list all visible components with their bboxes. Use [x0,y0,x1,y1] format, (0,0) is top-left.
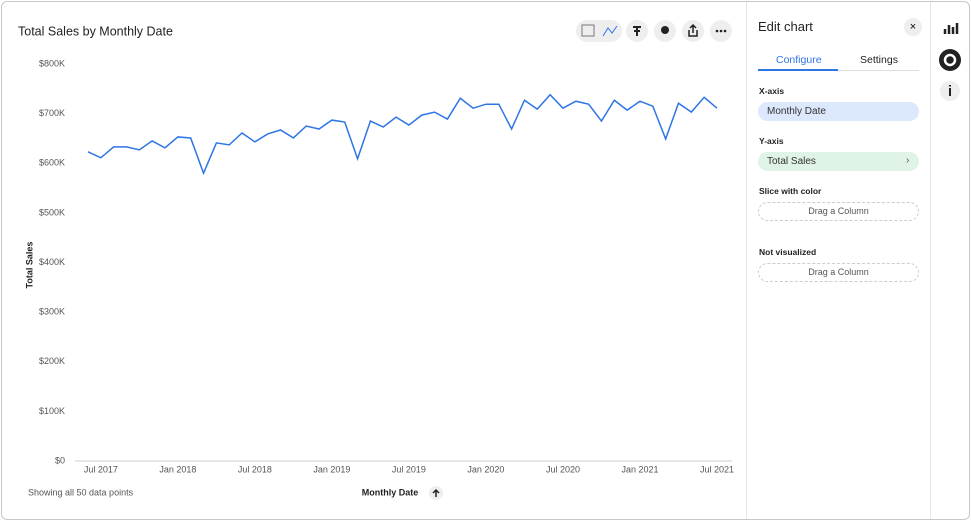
chart-icon[interactable] [602,25,618,37]
tab-rule [758,70,919,71]
bulb-icon [661,26,669,34]
chevron: › [906,155,910,166]
x-tick-label: Jul 2021 [700,464,734,474]
tab-indicator [758,69,838,71]
dot [715,29,719,33]
x-tick-label: Jul 2018 [238,464,272,474]
x-tick-label: Jan 2019 [313,464,350,474]
x-tick-label: Jul 2019 [392,464,426,474]
sort-icon [432,488,440,497]
section-label: Slice with color [759,186,822,196]
y-tick-label: $400K [39,257,65,267]
y-tick-label: $800K [39,58,65,68]
icon-rail [930,2,969,519]
section-label: Y-axis [759,136,784,146]
drop-zone[interactable]: Drag a Column [758,263,919,282]
edit-panel: Edit chart × Configure Settings X-axis M… [746,2,931,519]
footer-note: Showing all 50 data points [28,487,134,497]
x-tick-label: Jul 2017 [84,464,118,474]
y-tick-label: $500K [39,207,65,217]
y-tick-label: $100K [39,406,65,416]
y-axis-title: Total Sales [24,242,34,289]
chart-title: Total Sales by Monthly Date [18,24,173,38]
view-toggle[interactable] [576,20,622,42]
dot [723,29,727,33]
drop-zone[interactable]: Drag a Column [758,202,919,221]
rail-icons [939,23,961,101]
chart: Total Sales by Monthly Date Total Sales … [18,20,734,500]
x-tick-label: Jan 2021 [621,464,658,474]
tab[interactable]: Configure [776,54,822,66]
y-tick-label: $300K [39,307,65,317]
settings-button[interactable] [939,49,961,71]
table-icon[interactable] [581,24,595,37]
dot [719,29,723,33]
column-chip[interactable]: Total Sales [758,152,919,171]
section-label: Not visualized [759,247,817,257]
y-tick-label: $600K [39,158,65,168]
pin-icon [633,26,641,36]
share-icon [688,23,698,37]
chart-icon[interactable] [943,23,959,34]
x-tick-label: Jul 2020 [546,464,580,474]
x-tick-label: Jan 2020 [467,464,504,474]
column-chip[interactable]: Monthly Date [758,102,919,121]
section-label: X-axis [759,86,785,96]
y-tick-label: $0 [55,455,65,465]
gear-icon [943,53,957,67]
panel-title: Edit chart [758,19,813,34]
tab[interactable]: Settings [860,54,898,66]
close-button[interactable]: × [904,18,922,36]
y-tick-label: $700K [39,108,65,118]
x-axis-title: Monthly Date [362,487,419,497]
y-tick-label: $200K [39,356,65,366]
data-line [87,93,718,176]
x-tick-label: Jan 2018 [159,464,196,474]
